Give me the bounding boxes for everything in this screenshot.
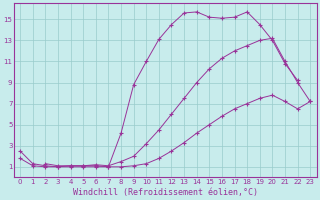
X-axis label: Windchill (Refroidissement éolien,°C): Windchill (Refroidissement éolien,°C) [73,188,258,197]
